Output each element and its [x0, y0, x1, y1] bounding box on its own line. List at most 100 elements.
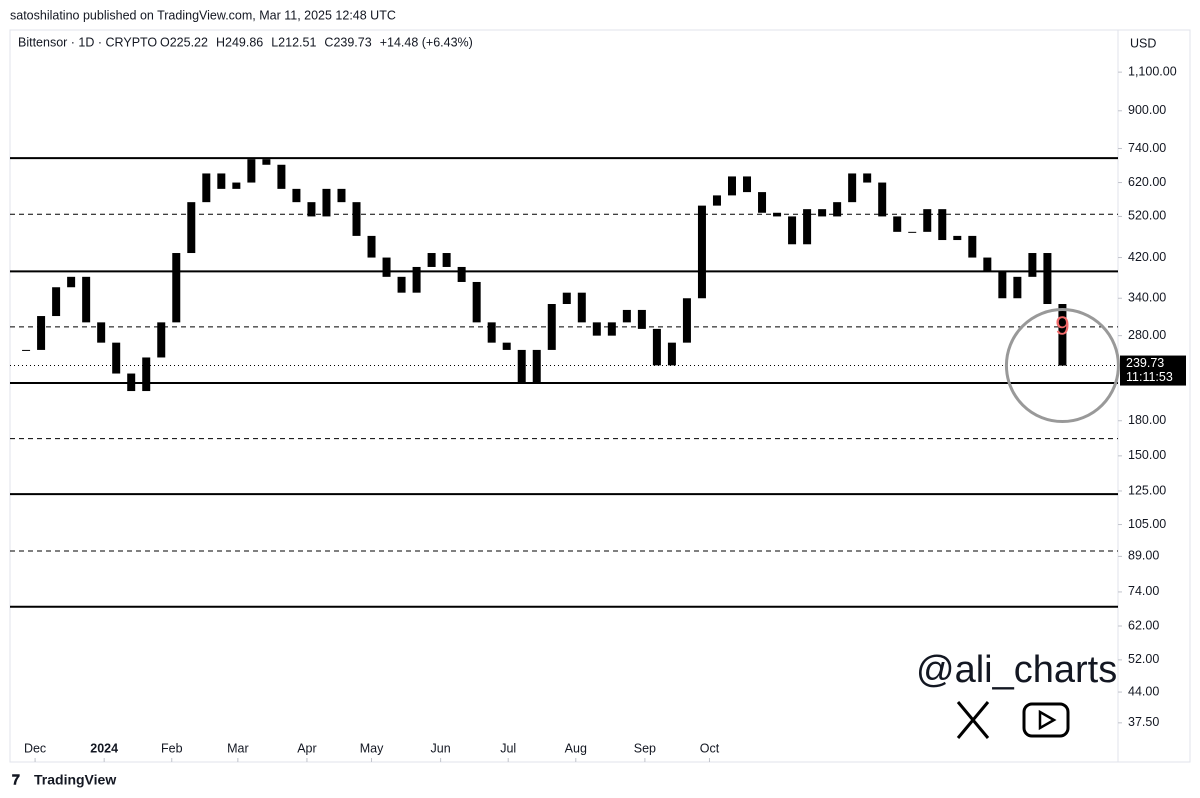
watermark: @ali_charts: [916, 649, 1117, 691]
candle-body: [97, 322, 106, 343]
y-tick-label: 44.00: [1128, 684, 1159, 698]
ohlc-value: +14.48 (+6.43%): [380, 35, 473, 49]
candle-body: [758, 192, 767, 213]
candle-body: [112, 342, 121, 374]
y-tick-label: 74.00: [1128, 584, 1159, 598]
candle-body: [262, 159, 271, 165]
td-annotation: 9: [1055, 310, 1069, 340]
y-tick-label: 1,100.00: [1128, 64, 1177, 78]
candle-body: [52, 287, 61, 317]
currency: USD: [1130, 36, 1156, 50]
x-tick-label: May: [360, 741, 384, 755]
candle-body: [217, 173, 226, 189]
ohlc-value: O225.22: [160, 35, 208, 49]
x-tick-label: Apr: [297, 741, 316, 755]
candle-body: [803, 209, 812, 245]
candle-body: [998, 271, 1007, 299]
x-tick-label: Sep: [634, 741, 656, 755]
candle-body: [517, 349, 526, 383]
candle-body: [773, 212, 782, 217]
candle-body: [712, 195, 721, 206]
candle-body: [412, 266, 421, 293]
highlight-circle: [1004, 308, 1120, 424]
candle-body: [397, 276, 406, 293]
candle-body: [697, 205, 706, 299]
candle-body: [277, 164, 286, 189]
candle-body: [983, 257, 992, 272]
candle-body: [457, 266, 466, 282]
price-tag: [1120, 355, 1186, 386]
candle-body: [938, 209, 947, 241]
frame: [9, 29, 1191, 763]
x-tick-label: Mar: [227, 741, 249, 755]
candle-body: [367, 235, 376, 258]
candle-body: [1013, 276, 1022, 299]
y-tick-label: 180.00: [1128, 413, 1166, 427]
candle-body: [502, 342, 511, 350]
candle-body: [37, 316, 46, 350]
ohlc-value: L212.51: [271, 35, 316, 49]
y-tick-label: 620.00: [1128, 175, 1166, 189]
candle-body: [667, 342, 676, 366]
y-tick-label: 340.00: [1128, 291, 1166, 305]
candle-body: [487, 322, 496, 343]
y-tick-label: 125.00: [1128, 483, 1166, 497]
ohlc-value: C239.73: [324, 35, 371, 49]
published-note: satoshilatino published on TradingView.c…: [10, 8, 396, 22]
candle-body: [547, 304, 556, 350]
y-tick-label: 520.00: [1128, 209, 1166, 223]
youtube-play: [1038, 709, 1057, 731]
candle-body: [923, 209, 932, 232]
x-tick-label: Jun: [431, 741, 451, 755]
candle-body: [577, 292, 586, 323]
x-tick-label: Feb: [161, 741, 183, 755]
candle-body: [908, 231, 917, 233]
countdown: 11:11:53: [1126, 370, 1173, 384]
candle-body: [652, 328, 661, 366]
candle-body: [187, 202, 196, 254]
y-tick-label: 150.00: [1128, 448, 1166, 462]
candle-body: [622, 309, 631, 323]
candle-body: [427, 253, 436, 267]
y-tick-label: 900.00: [1128, 103, 1166, 117]
candle-body: [893, 216, 902, 232]
candle-body: [878, 182, 887, 217]
candle-body: [307, 202, 316, 217]
candle-body: [607, 322, 616, 336]
y-tick-label: 89.00: [1128, 549, 1159, 563]
footer: TradingView: [34, 772, 116, 788]
x-tick-label: Oct: [700, 741, 720, 755]
y-tick-label: 62.00: [1128, 618, 1159, 632]
x-tick-label: Jul: [500, 741, 516, 755]
candle-body: [82, 276, 91, 323]
candle-body: [172, 253, 181, 323]
youtube-icon: [1022, 702, 1070, 738]
y-tick-label: 105.00: [1128, 517, 1166, 531]
y-tick-label: 37.50: [1128, 715, 1159, 729]
footer-logo: 𝟕: [12, 772, 20, 788]
candle-body: [532, 349, 541, 383]
candle-body: [382, 257, 391, 277]
candle-body: [1058, 304, 1067, 366]
y-tick-label: 52.00: [1128, 652, 1159, 666]
candle-body: [592, 322, 601, 336]
x-icon: [956, 701, 990, 739]
candle-body: [157, 322, 166, 358]
symbol: Bittensor · 1D · CRYPTO: [18, 35, 157, 49]
candle-body: [292, 188, 301, 203]
candle-body: [833, 202, 842, 217]
candle-body: [562, 292, 571, 305]
candle-body: [442, 253, 451, 267]
x-tick-label: 2024: [90, 741, 118, 755]
candle-body: [968, 235, 977, 258]
candle-body: [788, 216, 797, 245]
candle-body: [232, 182, 241, 189]
candle-body: [247, 159, 256, 183]
candle-body: [953, 235, 962, 241]
candle-body: [127, 373, 136, 392]
candle-body: [1028, 253, 1037, 277]
candle-body: [322, 188, 331, 217]
candle-body: [863, 173, 872, 183]
